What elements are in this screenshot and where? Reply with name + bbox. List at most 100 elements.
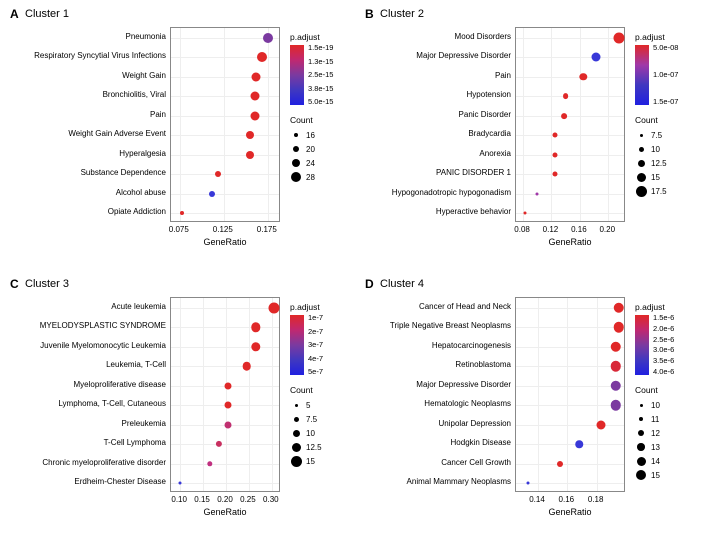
count-legend-title: Count — [635, 115, 667, 125]
grid-line — [516, 464, 624, 465]
panel-title: Cluster 4 — [380, 278, 424, 290]
grid-line — [516, 174, 624, 175]
count-legend-dot — [291, 456, 302, 467]
count-legend-label: 10 — [651, 401, 660, 410]
count-legend-dot — [640, 404, 643, 407]
y-category-label: Anorexia — [479, 149, 511, 158]
x-tick-label: 0.075 — [169, 225, 189, 234]
y-category-label: Pain — [150, 110, 166, 119]
count-legend-label: 5 — [306, 401, 310, 410]
y-category-label: Alcohol abuse — [116, 188, 166, 197]
count-legend-item: 17.5 — [635, 184, 667, 198]
data-point — [225, 382, 232, 389]
count-legend-item: 28 — [290, 170, 320, 184]
colorbar-title: p.adjust — [290, 302, 322, 312]
grid-line — [171, 77, 279, 78]
count-legend-item: 10 — [635, 142, 667, 156]
panel-b: BCluster 20.080.120.160.20GeneRatioMood … — [360, 5, 705, 265]
count-legend-item: 10 — [635, 398, 665, 412]
data-point — [251, 342, 260, 351]
y-category-label: Major Depressive Disorder — [416, 380, 511, 389]
y-category-label: Unipolar Depression — [439, 419, 511, 428]
count-legend-item: 11 — [635, 412, 665, 426]
data-point — [225, 421, 232, 428]
count-legend-dot — [638, 160, 645, 167]
count-legend-label: 11 — [651, 415, 659, 424]
y-category-label: Major Depressive Disorder — [416, 51, 511, 60]
data-point — [610, 381, 621, 392]
colorbar-title: p.adjust — [635, 32, 667, 42]
grid-line — [171, 116, 279, 117]
colorbar-label: 2e-7 — [308, 327, 323, 336]
panel-letter: D — [365, 277, 374, 291]
data-point — [526, 482, 529, 485]
grid-line — [171, 135, 279, 136]
data-point — [257, 52, 267, 62]
y-category-label: Bradycardia — [468, 129, 511, 138]
count-legend-item: 12.5 — [290, 440, 322, 454]
colorbar-label: 3e-7 — [308, 340, 323, 349]
data-point — [215, 171, 221, 177]
count-legend-item: 10 — [290, 426, 322, 440]
data-point — [269, 302, 280, 313]
y-category-label: T-Cell Lymphoma — [104, 438, 166, 447]
count-legend-dot — [294, 133, 298, 137]
colorbar-label: 1e-7 — [308, 313, 323, 322]
grid-line — [516, 347, 624, 348]
data-point — [561, 113, 567, 119]
colorbar: 5.0e-081.0e-071.5e-07 — [635, 45, 649, 105]
grid-line — [516, 366, 624, 367]
y-category-label: Preleukemia — [122, 419, 166, 428]
count-legend-item: 14 — [635, 454, 665, 468]
panel-c: CCluster 30.100.150.200.250.30GeneRatioA… — [5, 275, 355, 535]
count-legend: Count16202428 — [290, 115, 320, 184]
panel-letter: A — [10, 7, 19, 21]
data-point — [216, 441, 222, 447]
grid-line — [516, 483, 624, 484]
count-legend-label: 24 — [306, 159, 315, 168]
colorbar-label: 1.5e-19 — [308, 43, 333, 52]
x-axis-title: GeneRatio — [203, 237, 246, 247]
colorbar-label: 4.0e-6 — [653, 367, 674, 376]
data-point — [225, 402, 232, 409]
count-legend-dot — [637, 173, 646, 182]
panel-title: Cluster 3 — [25, 278, 69, 290]
colorbar-label: 3.5e-6 — [653, 356, 674, 365]
count-legend-dot — [291, 172, 301, 182]
y-category-label: Bronchiolitis, Viral — [103, 90, 166, 99]
grid-line — [516, 194, 624, 195]
panel-title: Cluster 1 — [25, 8, 69, 20]
grid-line — [171, 96, 279, 97]
plot-area — [515, 297, 625, 492]
data-point — [207, 461, 212, 466]
count-legend-dot — [639, 417, 644, 422]
colorbar-label: 1.5e-6 — [653, 313, 674, 322]
y-category-label: Mood Disorders — [455, 32, 511, 41]
y-category-label: Leukemia, T-Cell — [106, 360, 166, 369]
legend: p.adjust5.0e-081.0e-071.5e-07Count7.5101… — [635, 32, 667, 198]
panel-d: DCluster 40.140.160.18GeneRatioCancer of… — [360, 275, 705, 535]
count-legend-label: 12.5 — [651, 159, 667, 168]
y-category-label: Retinoblastoma — [455, 360, 511, 369]
data-point — [251, 323, 260, 332]
count-legend-label: 16 — [306, 131, 315, 140]
y-category-label: Cancer of Head and Neck — [419, 302, 511, 311]
count-legend-label: 15 — [651, 173, 660, 182]
x-tick-label: 0.125 — [213, 225, 233, 234]
colorbar-label: 3.8e-15 — [308, 84, 333, 93]
count-legend: Count101112131415 — [635, 385, 665, 482]
data-point — [263, 33, 273, 43]
y-category-label: Panic Disorder — [459, 110, 511, 119]
grid-line — [516, 444, 624, 445]
count-legend-dot — [637, 443, 645, 451]
data-point — [252, 72, 261, 81]
y-category-label: Hematologic Neoplasms — [424, 399, 511, 408]
x-tick-label: 0.15 — [194, 495, 210, 504]
data-point — [613, 32, 624, 43]
y-category-label: Opiate Addiction — [108, 207, 166, 216]
legend: p.adjust1e-72e-73e-74e-75e-7Count57.5101… — [290, 302, 322, 468]
y-category-label: Hypogonadotropic hypogonadism — [392, 188, 511, 197]
count-legend-dot — [637, 457, 646, 466]
data-point — [580, 73, 587, 80]
grid-line — [516, 116, 624, 117]
